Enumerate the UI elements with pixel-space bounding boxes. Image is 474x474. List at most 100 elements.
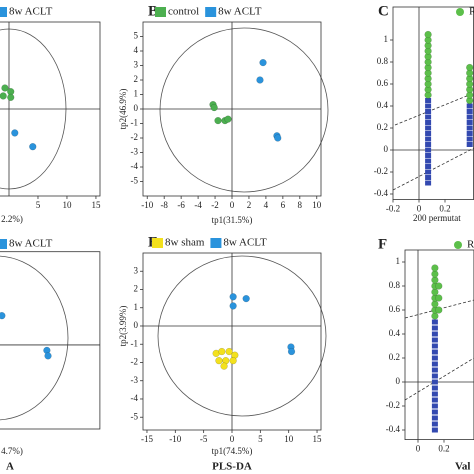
x-tick-label: -15 bbox=[141, 434, 153, 444]
x-tick-label: 0.2 bbox=[439, 204, 450, 214]
point bbox=[220, 362, 228, 370]
y-tick-label: -0.2 bbox=[374, 166, 388, 176]
point bbox=[466, 142, 473, 147]
y-axis-label: tp2(46.9%) bbox=[118, 89, 128, 130]
x-tick-label: 4 bbox=[264, 200, 269, 210]
y-tick-label: 3 bbox=[134, 60, 139, 70]
x-axis-label: tp1(31.5%) bbox=[212, 215, 253, 225]
x-tick-label: -4 bbox=[194, 200, 202, 210]
legend-symbol bbox=[152, 238, 163, 248]
regression-line bbox=[404, 357, 474, 401]
y-tick-label: 0 bbox=[134, 103, 139, 113]
point bbox=[431, 385, 438, 391]
legend-symbol bbox=[205, 7, 217, 17]
point bbox=[242, 294, 250, 303]
point bbox=[431, 421, 438, 427]
point bbox=[431, 409, 438, 415]
legend-label: 8w ACLT bbox=[9, 6, 53, 18]
y-tick-label: 0.4 bbox=[389, 328, 401, 338]
y-tick-label: -3 bbox=[131, 147, 139, 157]
x-tick-label: -10 bbox=[141, 200, 153, 210]
x-tick-label: -2 bbox=[211, 200, 219, 210]
point bbox=[431, 361, 438, 367]
point bbox=[229, 357, 237, 365]
y-tick-label: 1 bbox=[384, 34, 389, 44]
point bbox=[431, 355, 438, 361]
point bbox=[466, 109, 473, 114]
point bbox=[425, 125, 432, 131]
y-tick-label: 0.6 bbox=[377, 78, 389, 88]
x-tick-label: 5 bbox=[36, 200, 41, 210]
point bbox=[287, 347, 296, 356]
x-tick-label: 5 bbox=[258, 434, 263, 444]
panel-caption: PLS-DA bbox=[212, 461, 252, 473]
legend-label: control bbox=[168, 6, 199, 18]
y-tick-label: 0 bbox=[384, 144, 389, 154]
point bbox=[431, 325, 438, 331]
point bbox=[466, 136, 473, 142]
point bbox=[431, 331, 438, 337]
point bbox=[425, 153, 432, 158]
y-tick-label: 5 bbox=[134, 31, 139, 41]
x-tick-label: 10 bbox=[312, 200, 322, 210]
point bbox=[425, 147, 432, 153]
legend-label: 8w ACLT bbox=[223, 237, 267, 249]
point bbox=[259, 58, 267, 67]
point bbox=[431, 349, 438, 355]
point bbox=[425, 175, 432, 180]
x-tick-label: 10 bbox=[284, 434, 294, 444]
point bbox=[225, 347, 233, 356]
point bbox=[425, 158, 432, 164]
point bbox=[0, 312, 6, 320]
point bbox=[435, 306, 443, 314]
y-tick-label: 2 bbox=[134, 74, 139, 84]
confidence-ellipse bbox=[157, 255, 327, 417]
point bbox=[44, 352, 52, 360]
point bbox=[431, 403, 438, 409]
x-tick-label: -6 bbox=[177, 200, 185, 210]
legend-symbol bbox=[0, 239, 7, 249]
y-tick-label: -1 bbox=[131, 118, 139, 128]
x-tick-label: 15 bbox=[91, 200, 101, 210]
x-tick-label: 15 bbox=[313, 434, 323, 444]
point bbox=[431, 319, 438, 325]
y-tick-label: 0.2 bbox=[377, 122, 388, 132]
y-tick-label: -4 bbox=[131, 393, 139, 403]
point bbox=[218, 347, 226, 356]
y-tick-label: 2 bbox=[134, 284, 139, 294]
point bbox=[229, 293, 237, 301]
y-tick-label: 1 bbox=[134, 302, 139, 312]
point bbox=[425, 114, 432, 120]
point bbox=[29, 143, 37, 151]
plot-frame bbox=[404, 249, 474, 441]
x-tick-label: 6 bbox=[281, 200, 286, 210]
point bbox=[431, 264, 439, 272]
point bbox=[431, 373, 438, 379]
y-tick-label: -0.4 bbox=[374, 188, 389, 198]
x-tick-label: 0.2 bbox=[438, 444, 449, 454]
panel-letter: B bbox=[148, 3, 158, 19]
panel-caption: Val bbox=[455, 461, 471, 473]
point bbox=[425, 164, 432, 169]
point bbox=[431, 337, 438, 343]
panel-letter: C bbox=[378, 3, 389, 19]
regression-line bbox=[394, 92, 474, 126]
y-tick-label: 1 bbox=[396, 256, 401, 266]
y-tick-label: 0.4 bbox=[377, 100, 389, 110]
point bbox=[466, 120, 473, 125]
point bbox=[466, 63, 474, 72]
point bbox=[425, 136, 432, 142]
y-tick-label: -2 bbox=[131, 132, 139, 142]
y-tick-label: 0.2 bbox=[389, 352, 400, 362]
point bbox=[466, 131, 473, 136]
y-tick-label: -0.4 bbox=[386, 424, 401, 434]
point bbox=[424, 30, 432, 39]
point bbox=[431, 367, 438, 373]
point bbox=[214, 116, 222, 125]
legend-label: 8w sham bbox=[165, 237, 205, 249]
confidence-ellipse bbox=[0, 255, 69, 421]
x-tick-label: 2 bbox=[247, 200, 252, 210]
y-tick-label: -5 bbox=[131, 411, 139, 421]
legend-symbol bbox=[454, 241, 462, 249]
